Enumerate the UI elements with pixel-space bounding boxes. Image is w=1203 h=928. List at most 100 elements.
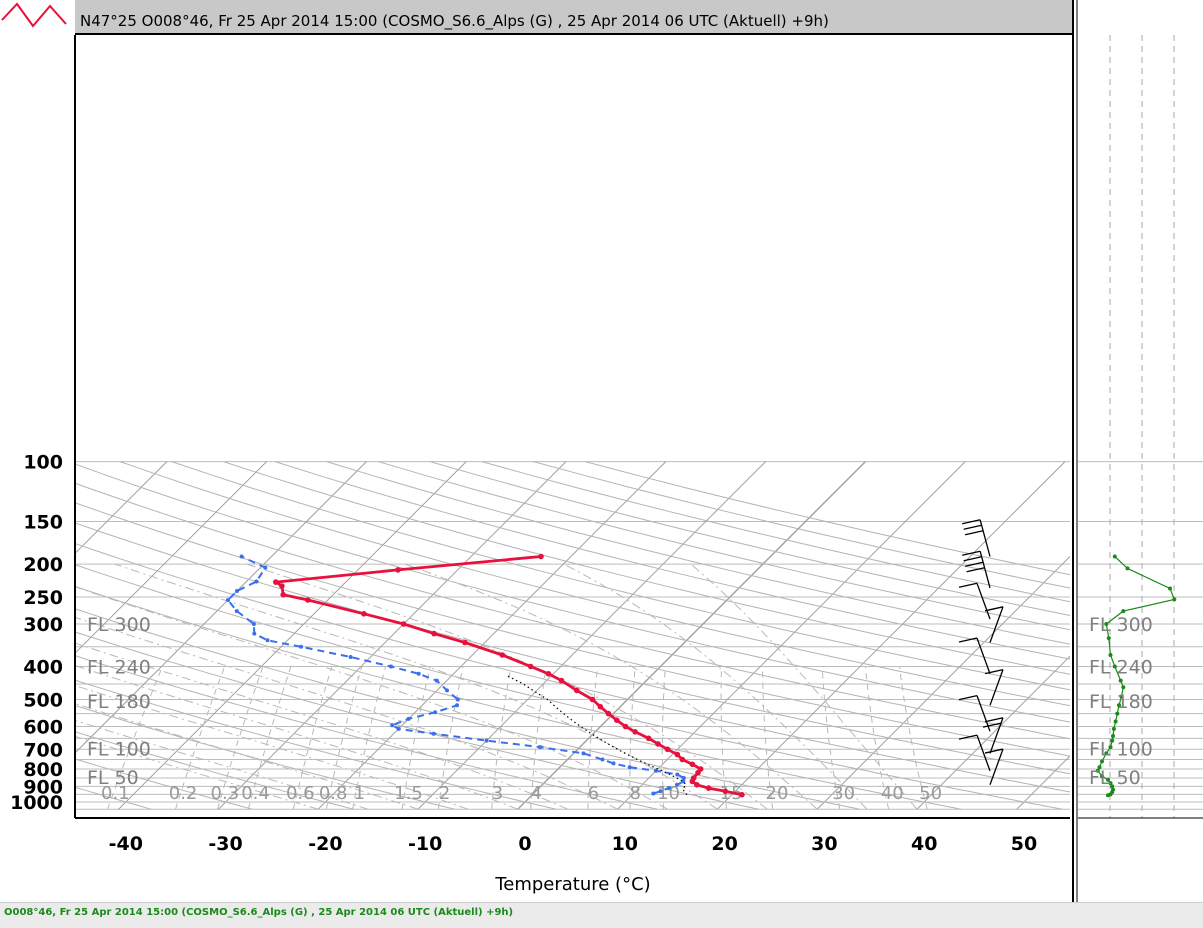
dewpoint-point <box>485 739 489 743</box>
temperature-point <box>280 592 286 598</box>
isotherm <box>518 462 866 810</box>
temperature-point <box>606 711 612 717</box>
dewpoint-point <box>582 751 586 755</box>
side-flight-level-label: FL 100 <box>1089 739 1153 761</box>
dry-adiabat <box>0 462 1203 810</box>
footer-text: O008°46, Fr 25 Apr 2014 15:00 (COSMO_S6.… <box>4 907 513 918</box>
dewpoint-point <box>456 698 460 702</box>
dewpoint-point <box>263 566 267 570</box>
isotherm <box>119 462 467 810</box>
dewpoint-point <box>667 786 671 790</box>
dewpoint-point <box>390 723 394 727</box>
y-tick-label: 1000 <box>10 792 63 814</box>
side-flight-level-label: FL 180 <box>1089 691 1153 713</box>
wind-barb-flag <box>965 531 983 535</box>
wind-barb-flag <box>964 557 982 561</box>
temperature-point <box>590 697 596 703</box>
y-tick-label: 700 <box>23 739 63 761</box>
dewpoint-point <box>389 665 393 669</box>
y-tick-label: 500 <box>23 690 63 712</box>
wind-barb-shaft <box>977 583 990 619</box>
dewpoint-point <box>226 598 230 602</box>
temperature-point <box>401 621 407 627</box>
dewpoint-point <box>538 745 542 749</box>
flight-level-label: FL 180 <box>87 691 151 713</box>
moist-adiabat <box>405 564 817 809</box>
dewpoint-point <box>628 765 632 769</box>
mixing-ratio-label: 40 <box>881 783 904 804</box>
x-tick-label: 40 <box>911 833 937 855</box>
mixing-ratio-label: 0.4 <box>241 783 270 804</box>
x-tick-label: 20 <box>711 833 737 855</box>
x-tick-label: 30 <box>811 833 837 855</box>
side-flight-level-label: FL 50 <box>1089 767 1141 789</box>
mixing-ratio-label: 1.5 <box>394 783 423 804</box>
dewpoint-point <box>455 703 459 707</box>
dewpoint-point <box>235 589 239 593</box>
x-tick-label: -40 <box>109 833 143 855</box>
side-profile-point <box>1126 566 1130 570</box>
skewt-chart: 1502002503004005006007008009001000100-40… <box>0 0 1203 902</box>
dewpoint-point <box>349 655 353 659</box>
x-axis-label: Temperature (°C) <box>494 874 650 895</box>
dry-adiabat <box>430 462 1203 810</box>
mixing-ratio-label: 0.8 <box>319 783 348 804</box>
dewpoint-point <box>612 761 616 765</box>
temperature-point <box>665 747 671 753</box>
dewpoint-point <box>255 580 259 584</box>
temperature-point <box>646 736 652 742</box>
temperature-point <box>559 678 565 684</box>
wind-barb-flag <box>964 525 982 529</box>
mixing-ratio-label: 0.2 <box>169 783 198 804</box>
mixing-ratio-label: 50 <box>919 783 942 804</box>
temperature-point <box>691 775 697 781</box>
moist-adiabat <box>0 564 468 809</box>
mixing-ratio-label: 4 <box>531 783 542 804</box>
wind-barb-flag <box>985 607 1003 611</box>
wind-barb <box>983 718 1003 754</box>
dewpoint-point <box>397 727 401 731</box>
dewpoint-point <box>266 638 270 642</box>
wind-barb-flag <box>959 583 977 587</box>
y-tick-label: 200 <box>23 554 63 576</box>
side-profile-point <box>1121 685 1125 689</box>
side-flight-level-label: FL 240 <box>1089 657 1153 679</box>
temperature-point <box>361 611 367 617</box>
temperature-point <box>675 752 681 758</box>
mixing-ratio-label: 2 <box>439 783 450 804</box>
logo-icon <box>2 4 66 26</box>
temperature-point <box>614 717 620 723</box>
mixing-ratio-label: 0.6 <box>286 783 315 804</box>
dewpoint-point <box>675 773 679 777</box>
side-profile-point <box>1113 555 1117 559</box>
side-profile-point <box>1106 793 1110 797</box>
wind-barb-flag <box>962 551 980 555</box>
flight-level-label: FL 240 <box>87 657 151 679</box>
temperature-point <box>462 640 468 646</box>
mixing-ratio-label: 1 <box>354 783 365 804</box>
wind-barb <box>959 583 990 619</box>
side-profile-point <box>1114 720 1118 724</box>
side-profile-point <box>1168 587 1172 591</box>
y-tick-label: 250 <box>23 587 63 609</box>
mixing-ratio-label: 3 <box>492 783 503 804</box>
x-tick-label: -20 <box>308 833 342 855</box>
wind-barb-flag <box>985 670 1003 674</box>
flight-level-label: FL 300 <box>87 614 151 636</box>
side-profile-point <box>1111 734 1115 738</box>
mixing-ratio-label: 8 <box>629 783 640 804</box>
temperature-point <box>546 671 552 677</box>
dewpoint-point <box>240 555 244 559</box>
y-tick-label: 300 <box>23 614 63 636</box>
dewpoint-point <box>445 688 449 692</box>
temperature-point <box>632 729 638 735</box>
dry-adiabat <box>0 462 1163 810</box>
dewpoint-point <box>407 717 411 721</box>
dry-adiabat <box>68 462 1203 810</box>
side-profile-point <box>1119 679 1123 683</box>
moist-adiabat <box>691 564 917 809</box>
moist-adiabat <box>247 564 768 809</box>
side-profile-point <box>1107 636 1111 640</box>
dewpoint-point <box>417 672 421 676</box>
wind-barb-flag <box>985 718 1003 722</box>
